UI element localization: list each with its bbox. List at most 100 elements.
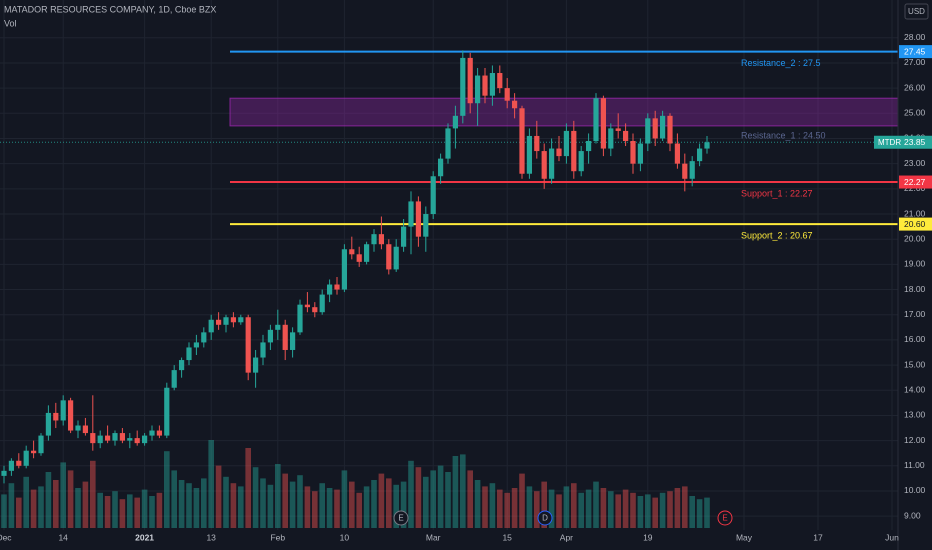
level-label: Support_2 : 20.67 (741, 230, 813, 240)
candle-body (245, 317, 251, 373)
volume-bar (526, 486, 533, 528)
candle-body (430, 176, 436, 215)
candle-body (356, 254, 362, 262)
candle-body (164, 387, 170, 436)
candle-body (112, 433, 118, 441)
candle-body (563, 130, 569, 157)
volume-bar (548, 489, 555, 528)
candle-body (645, 118, 651, 144)
candle-body (497, 73, 503, 89)
candle-body (512, 100, 518, 109)
candle-layer (1, 50, 710, 484)
volume-bar (563, 486, 570, 528)
volume-bar (127, 494, 133, 528)
candle-body (519, 108, 525, 174)
candle-body (230, 317, 236, 323)
candle-body (156, 430, 162, 436)
candle-body (267, 329, 273, 343)
candle-body (386, 244, 392, 270)
candle-body (8, 460, 14, 471)
volume-bar (511, 488, 518, 528)
y-tick-label: 23.00 (904, 158, 926, 168)
event-marker[interactable]: E (717, 510, 733, 526)
volume-bar (667, 491, 673, 528)
volume-bar (171, 470, 177, 528)
volume-bar (519, 473, 525, 528)
event-marker[interactable]: D (537, 510, 553, 526)
volume-bar (497, 489, 503, 528)
candle-body (637, 143, 643, 164)
candle-body (371, 234, 377, 245)
candle-body (253, 357, 259, 373)
candle-body (630, 140, 636, 164)
candle-body (127, 438, 133, 441)
volume-bar (608, 491, 614, 528)
candle-body (586, 140, 592, 152)
volume-bar (400, 481, 407, 528)
candle-body (504, 88, 510, 101)
candle-body (319, 294, 325, 313)
volume-bar (156, 492, 163, 528)
volume-bar (164, 451, 170, 528)
volume-bar (252, 467, 259, 528)
candle-body (193, 342, 199, 348)
currency: USD (908, 7, 925, 16)
x-tick-label: Mar (426, 532, 441, 542)
x-tick-label: Dec (0, 532, 12, 542)
candle-body (312, 307, 318, 313)
candle-body (216, 319, 222, 325)
volume-bar (467, 470, 473, 528)
event-label: D (542, 514, 548, 523)
y-tick-label: 16.00 (904, 334, 926, 344)
candle-body (667, 115, 673, 144)
volume-bar (637, 496, 644, 528)
volume-bar (112, 491, 118, 528)
volume-bar (386, 478, 392, 528)
volume-bar (430, 470, 436, 528)
candle-body (489, 73, 495, 96)
resistance-zone (229, 97, 899, 127)
volume-bar (578, 492, 584, 528)
volume-bar (652, 497, 658, 528)
candle-body (290, 332, 296, 350)
volume-bar (282, 473, 288, 528)
level-badge-label: 27.45 (904, 46, 926, 56)
volume-bar (682, 486, 688, 528)
x-tick-label: 19 (643, 532, 653, 542)
volume-bar (334, 489, 340, 528)
candle-body (615, 128, 621, 131)
candle-body (97, 435, 103, 444)
candle-body (697, 148, 703, 162)
level-label: Support_1 : 22.27 (741, 188, 813, 198)
volume-bar (215, 465, 222, 528)
y-tick-label: 14.00 (904, 385, 926, 395)
volume-bar (371, 480, 377, 528)
candle-body (593, 98, 599, 141)
candle-body (223, 317, 229, 325)
event-marker[interactable]: E (393, 510, 409, 526)
volume-bar (178, 480, 185, 528)
volume-bar (630, 492, 636, 528)
candle-body (327, 284, 333, 295)
last-price-badge (874, 135, 932, 149)
volume-bar (67, 470, 74, 528)
candle-body (68, 400, 74, 431)
volume-bar (97, 492, 103, 528)
candle-body (45, 412, 51, 436)
volume-bar (312, 491, 318, 528)
candle-body (208, 319, 214, 333)
volume-layer (1, 440, 710, 528)
x-tick-label: 17 (813, 532, 823, 542)
candle-body (526, 135, 532, 174)
candle-body (75, 425, 81, 431)
x-tick-label: 10 (340, 532, 350, 542)
y-tick-label: 20.00 (904, 233, 926, 243)
candle-body (304, 304, 310, 308)
x-tick-label: Feb (270, 532, 285, 542)
volume-bar (349, 481, 355, 528)
volume-bar (378, 473, 385, 528)
volume-bar (541, 481, 547, 528)
volume-bar (45, 472, 52, 528)
levels-layer: Resistance_1 : 24.50 Resistance_2 : 27.5 S… (0, 50, 899, 240)
